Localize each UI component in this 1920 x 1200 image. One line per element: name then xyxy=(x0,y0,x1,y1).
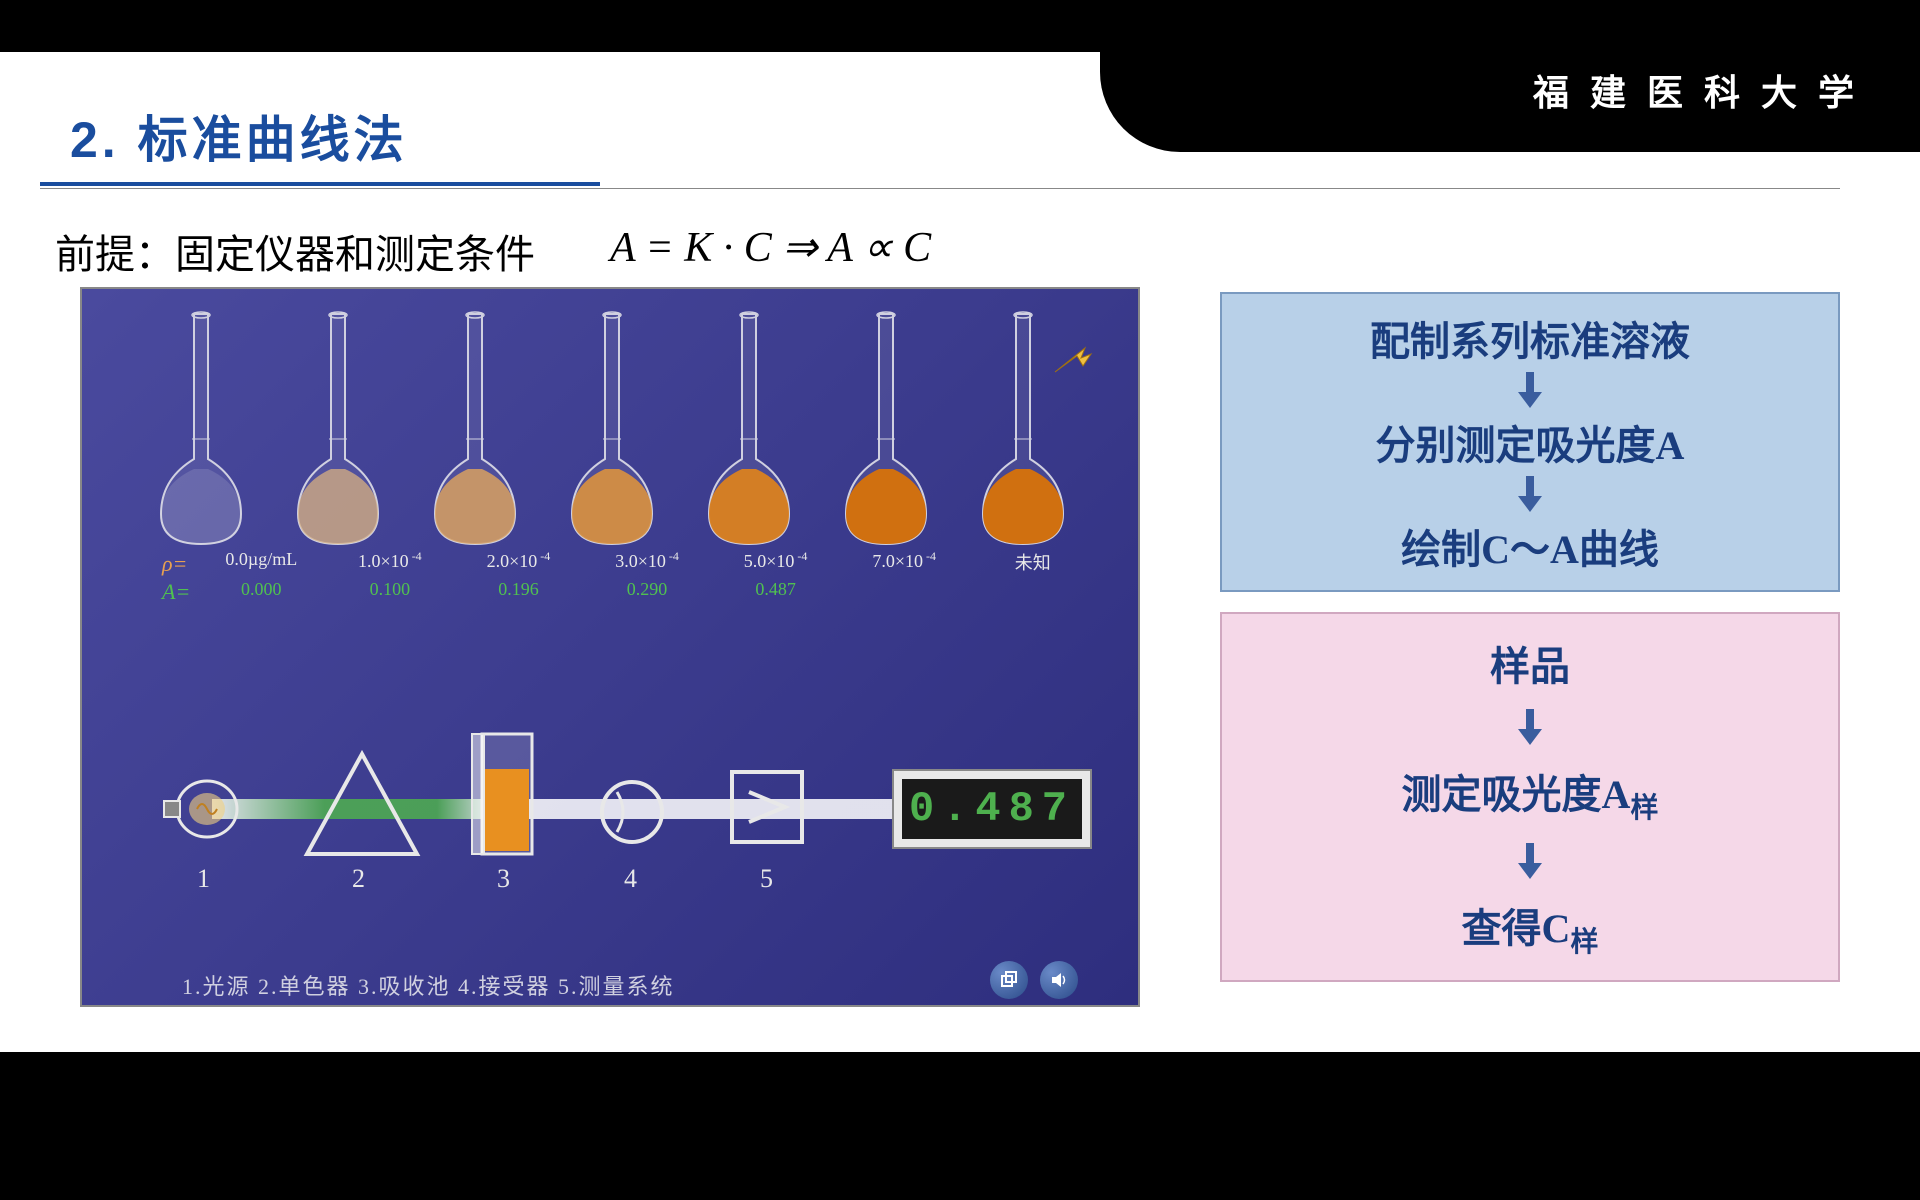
absorbance-value: 0.000 xyxy=(197,579,326,600)
flask-row xyxy=(132,309,1092,549)
light-source-icon xyxy=(162,769,242,849)
title-underline xyxy=(40,182,600,186)
absorbance-value: 0.290 xyxy=(583,579,712,600)
concentration-value: 7.0×10 -4 xyxy=(840,549,969,575)
volumetric-flask xyxy=(420,309,530,549)
spectrophotometry-diagram: ρ= A= 0.0µg/mL1.0×10 -42.0×10 -43.0×10 -… xyxy=(80,287,1140,1007)
flow-box-sample: 样品 测定吸光度A样 查得C样 xyxy=(1220,612,1840,982)
instrument-label-5: 5 xyxy=(760,864,773,894)
absorbance-row: 0.0000.1000.1960.2900.487 xyxy=(197,579,1097,600)
concentration-value: 3.0×10 -4 xyxy=(583,549,712,575)
flow-step: 样品 xyxy=(1490,634,1570,692)
slide: 福 建 医 科 大 学 2. 标准曲线法 前提：固定仪器和测定条件 A = K … xyxy=(0,52,1920,1052)
instrument-label-3: 3 xyxy=(497,864,510,894)
volumetric-flask xyxy=(694,309,804,549)
flow-step: 分别测定吸光度A xyxy=(1376,413,1685,471)
concentration-value: 1.0×10 -4 xyxy=(326,549,455,575)
volumetric-flask xyxy=(557,309,667,549)
absorbance-value: 0.100 xyxy=(326,579,455,600)
digital-display: 0.487 xyxy=(892,769,1092,849)
instrument-label-4: 4 xyxy=(624,864,637,894)
page-title: 2. 标准曲线法 xyxy=(70,100,408,172)
absorbance-value xyxy=(840,579,969,600)
detector-icon xyxy=(597,777,667,847)
concentration-value: 0.0µg/mL xyxy=(197,549,326,575)
instrument-label-2: 2 xyxy=(352,864,365,894)
down-arrow-icon xyxy=(1518,372,1542,408)
down-arrow-icon xyxy=(1518,843,1542,879)
concentration-value: 2.0×10 -4 xyxy=(454,549,583,575)
premise-text: 前提：固定仪器和测定条件 xyxy=(55,222,535,280)
down-arrow-icon xyxy=(1518,709,1542,745)
flow-step: 配制系列标准溶液 xyxy=(1370,309,1690,367)
flow-box-standards: 配制系列标准溶液 分别测定吸光度A 绘制C～A曲线 xyxy=(1220,292,1840,592)
flow-step: 绘制C～A曲线 xyxy=(1401,517,1659,575)
absorbance-value: 0.487 xyxy=(711,579,840,600)
volumetric-flask xyxy=(283,309,393,549)
display-value: 0.487 xyxy=(902,779,1082,839)
link-button[interactable] xyxy=(990,961,1028,999)
instrument-legend: 1.光源 2.单色器 3.吸收池 4.接受器 5.测量系统 xyxy=(182,969,675,1001)
university-name: 福 建 医 科 大 学 xyxy=(1533,64,1860,116)
flow-step: 查得C样 xyxy=(1462,896,1599,960)
concentration-value: 未知 xyxy=(968,549,1097,575)
flow-step: 测定吸光度A样 xyxy=(1402,762,1659,826)
concentration-value: 5.0×10 -4 xyxy=(711,549,840,575)
instrument-schematic: 0.487 1 2 3 4 5 xyxy=(122,669,1102,949)
rho-label: ρ= xyxy=(162,551,187,577)
instrument-label-1: 1 xyxy=(197,864,210,894)
down-arrow-icon xyxy=(1518,476,1542,512)
sound-button[interactable] xyxy=(1040,961,1078,999)
concentration-row: 0.0µg/mL1.0×10 -42.0×10 -43.0×10 -45.0×1… xyxy=(197,549,1097,575)
volumetric-flask xyxy=(146,309,256,549)
absorbance-value: 0.196 xyxy=(454,579,583,600)
absorbance-label: A= xyxy=(162,579,190,605)
pointer-arrow-icon xyxy=(1053,344,1093,374)
monochromator-icon xyxy=(302,749,422,859)
absorbance-value xyxy=(968,579,1097,600)
volumetric-flask xyxy=(831,309,941,549)
formula-text: A = K · C ⇒ A ∝ C xyxy=(610,222,931,272)
title-underline-thin xyxy=(40,188,1840,189)
cuvette-icon xyxy=(467,729,537,859)
amplifier-icon xyxy=(727,767,807,847)
